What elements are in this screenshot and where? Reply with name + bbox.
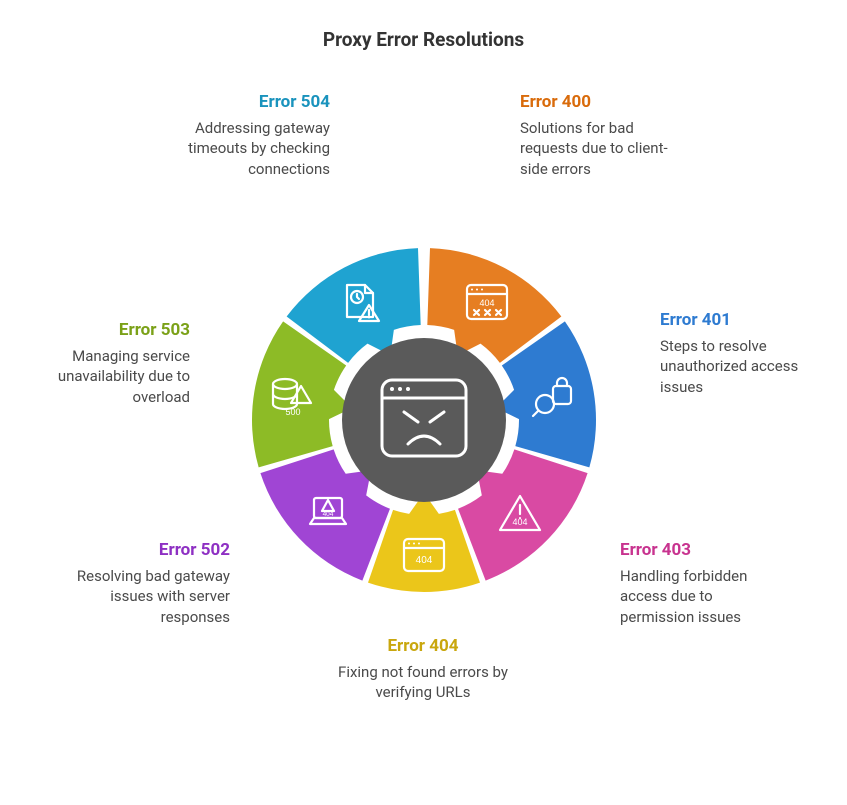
lock-magnifier-icon — [530, 373, 580, 423]
error-desc: Fixing not found errors by verifying URL… — [338, 662, 508, 703]
error-desc: Steps to resolve unauthorized access iss… — [660, 336, 830, 397]
error-title: Error 502 — [60, 540, 230, 560]
error-desc: Addressing gateway timeouts by checking … — [160, 118, 330, 179]
database-500-icon: 500 — [268, 373, 318, 423]
label-error-502: Error 502 Resolving bad gateway issues wi… — [60, 540, 230, 627]
error-title: Error 504 — [160, 92, 330, 112]
error-title: Error 401 — [660, 310, 830, 330]
error-title: Error 503 — [20, 320, 190, 340]
page-title: Proxy Error Resolutions — [0, 28, 847, 51]
window-404-icon: 404 — [399, 530, 449, 580]
window-404-x-icon: 404 — [462, 278, 512, 328]
label-error-400: Error 400 Solutions for bad requests due … — [520, 92, 690, 179]
triangle-404-icon: 404 — [495, 489, 545, 539]
svg-text:404: 404 — [323, 511, 334, 518]
laptop-404-icon: 404 — [303, 489, 353, 539]
svg-text:404: 404 — [416, 555, 433, 566]
error-desc: Solutions for bad requests due to client… — [520, 118, 690, 179]
label-error-504: Error 504 Addressing gateway timeouts by … — [160, 92, 330, 179]
error-desc: Managing service unavailability due to o… — [20, 346, 190, 407]
svg-text:500: 500 — [285, 407, 300, 417]
svg-text:404: 404 — [479, 298, 494, 308]
error-desc: Handling forbidden access due to permiss… — [620, 566, 790, 627]
label-error-401: Error 401 Steps to resolve unauthorized a… — [660, 310, 830, 397]
label-error-403: Error 403 Handling forbidden access due t… — [620, 540, 790, 627]
error-title: Error 404 — [338, 636, 508, 656]
label-error-404: Error 404 Fixing not found errors by veri… — [338, 636, 508, 703]
center-circle — [342, 338, 506, 502]
file-clock-warn-icon — [336, 278, 386, 328]
error-desc: Resolving bad gateway issues with server… — [60, 566, 230, 627]
label-error-503: Error 503 Managing service unavailability… — [20, 320, 190, 407]
error-title: Error 403 — [620, 540, 790, 560]
error-title: Error 400 — [520, 92, 690, 112]
